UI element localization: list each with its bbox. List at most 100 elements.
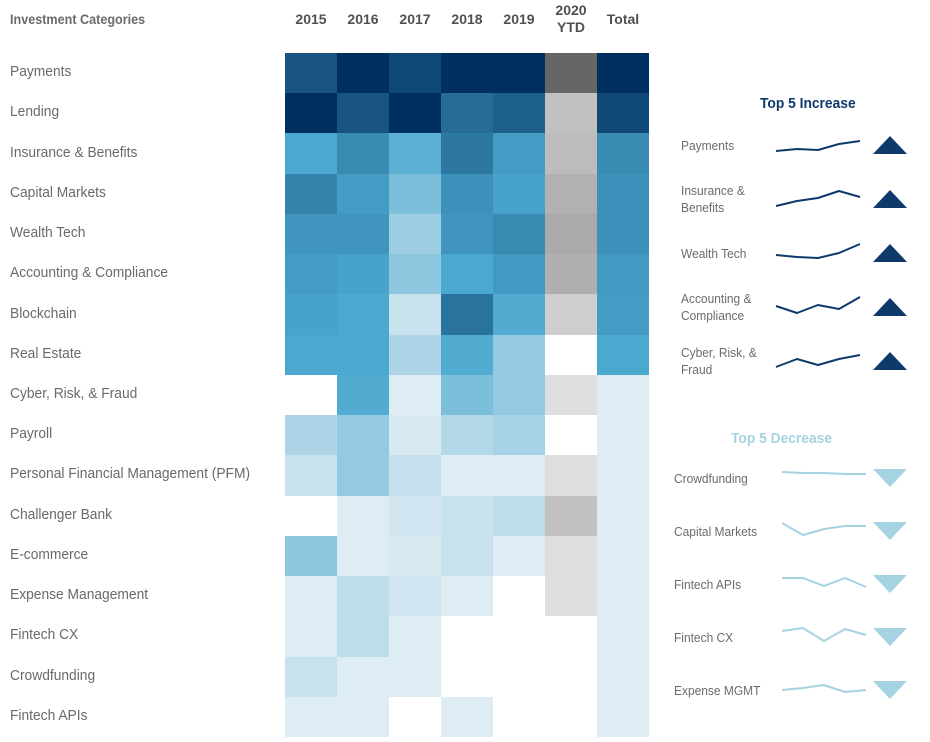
sparkline-path: [775, 243, 861, 259]
heatmap-cell: [493, 173, 545, 215]
sparkline-path: [781, 522, 866, 536]
trend-label-line: Accounting &: [681, 291, 752, 306]
heatmap-cell: [337, 374, 389, 416]
sparkline: [775, 243, 861, 259]
row-label: Expense Management: [10, 586, 149, 604]
trend-label-line: Insurance &: [681, 183, 745, 198]
decrease-triangle-icon: [873, 575, 907, 593]
trend-label-line: Crowdfunding: [674, 470, 748, 486]
row-label: Fintech CX: [10, 626, 79, 644]
row-label: Cyber, Risk, & Fraud: [10, 385, 138, 402]
heatmap-cell: [441, 696, 493, 738]
sparkline: [775, 140, 861, 152]
heatmap-cell: [545, 133, 597, 175]
row-label: Payments: [10, 63, 72, 81]
heatmap-cell: [441, 254, 493, 295]
heatmap-cell: [337, 213, 389, 255]
column-header: 2018: [441, 11, 493, 28]
heatmap-cell: [389, 455, 441, 497]
trend-label: Expense MGMT: [674, 682, 760, 699]
heatmap-cell: [545, 53, 597, 94]
sparkline: [781, 684, 867, 693]
heatmap-cell: [545, 576, 597, 617]
heatmap-cell: [545, 93, 597, 134]
decrease-triangle-icon: [873, 469, 907, 487]
heatmap-cell: [493, 133, 545, 175]
heatmap-cell: [493, 334, 545, 376]
increase-triangle-icon: [873, 190, 907, 208]
heatmap-cell: [597, 213, 649, 255]
increase-triangle-icon: [873, 298, 907, 316]
row-label: Payroll: [10, 425, 53, 443]
heatmap-cell: [493, 53, 545, 94]
heatmap-cell: [493, 254, 545, 295]
sparkline: [781, 522, 866, 536]
row-label: Personal Financial Management (PFM): [10, 465, 251, 483]
heatmap-cell: [441, 656, 493, 698]
heatmap-cell: [337, 415, 389, 456]
trend-label-line: Cyber, Risk, &: [681, 345, 757, 360]
heatmap-cell: [441, 173, 493, 215]
heatmap-cell: [597, 495, 649, 537]
sparkline-path: [781, 684, 867, 693]
sparkline: [775, 296, 861, 314]
heatmap-cell: [337, 576, 389, 617]
heatmap-cell: [337, 294, 389, 336]
increase-triangle-icon: [873, 244, 907, 262]
heatmap-cell: [285, 334, 337, 376]
heatmap-cell: [597, 616, 649, 658]
top-decrease-title: Top 5 Decrease: [731, 430, 832, 447]
heatmap-cell: [337, 93, 389, 134]
heatmap-cell: [441, 294, 493, 336]
trend-label: Fintech CX: [674, 629, 733, 646]
trend-label-line: Fraud: [681, 362, 713, 377]
trend-label-line: Fintech CX: [674, 629, 734, 645]
heatmap-cell: [545, 374, 597, 416]
heatmap-cell: [389, 696, 441, 738]
sparkline: [775, 190, 861, 207]
sparkline: [782, 577, 867, 588]
heatmap-cell: [285, 415, 337, 456]
heatmap-cell: [493, 415, 545, 456]
sparkline: [775, 354, 861, 368]
column-header-line: 2016: [347, 11, 379, 27]
heatmap-cell: [285, 294, 337, 336]
sparkline-path: [781, 627, 867, 642]
column-header-line: 2018: [451, 11, 483, 27]
column-header: 2019: [493, 11, 545, 28]
heatmap-cell: [441, 535, 493, 577]
heatmap-cell: [493, 656, 545, 698]
row-label: E-commerce: [10, 545, 89, 563]
heatmap-cell: [441, 334, 493, 376]
decrease-triangle-icon: [873, 522, 907, 540]
trend-label-line: Fintech APIs: [674, 576, 742, 592]
heatmap-cell: [389, 656, 441, 698]
heatmap-cell: [597, 696, 649, 738]
row-header-label: Investment Categories: [10, 11, 146, 27]
heatmap-cell: [493, 93, 545, 134]
heatmap-cell: [389, 415, 441, 456]
trend-label: Insurance & Benefits: [681, 182, 745, 216]
heatmap-cell: [597, 294, 649, 336]
column-header-line: 2020: [555, 2, 587, 18]
heatmap-cell: [545, 415, 597, 456]
sparkline-path: [775, 354, 861, 368]
sparkline: [781, 471, 866, 475]
trend-label-line: Compliance: [681, 308, 745, 323]
sparkline-path: [782, 577, 867, 588]
heatmap-cell: [597, 656, 649, 698]
column-header: 2020 YTD: [545, 2, 597, 36]
row-label: Blockchain: [10, 304, 77, 322]
trend-label: Fintech APIs: [674, 576, 741, 593]
column-header: 2015: [285, 11, 337, 28]
heatmap-cell: [597, 334, 649, 376]
heatmap-cell: [337, 696, 389, 738]
heatmap-cell: [389, 173, 441, 215]
heatmap-cell: [337, 254, 389, 295]
heatmap-cell: [285, 656, 337, 698]
row-label: Capital Markets: [10, 183, 106, 201]
heatmap-cell: [285, 374, 337, 416]
heatmap-cell: [389, 616, 441, 658]
heatmap-cell: [597, 133, 649, 175]
heatmap-cell: [337, 616, 389, 658]
